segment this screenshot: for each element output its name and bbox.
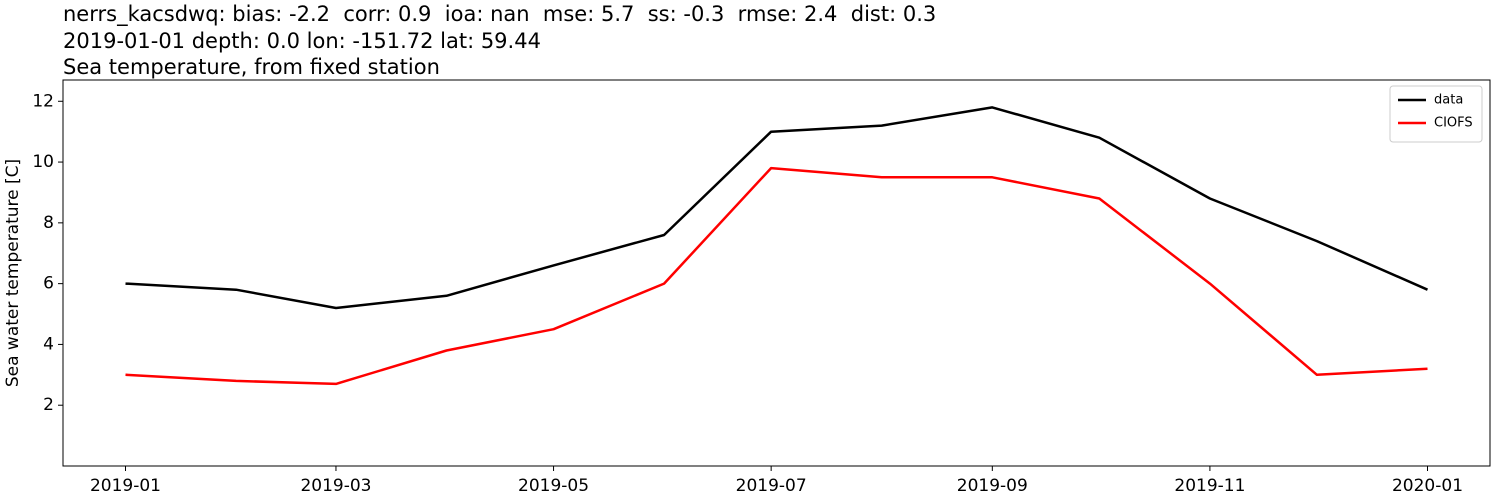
y-axis-label: Sea water temperature [C] (3, 159, 23, 387)
x-tick-label: 2019-09 (957, 476, 1028, 496)
x-tick-label: 2019-11 (1174, 476, 1245, 496)
data-line (125, 166, 1428, 386)
chart-description: Sea temperature, from fixed station (63, 55, 440, 79)
x-tick-label: 2019-01 (90, 476, 161, 496)
y-tick-label: 6 (43, 274, 54, 294)
chart-title: nerrs_kacsdwq: bias: -2.2 corr: 0.9 ioa:… (63, 2, 936, 27)
x-tick-label: 2019-07 (736, 476, 807, 496)
legend-label: data (1434, 93, 1463, 108)
legend-label: CIOFS (1434, 116, 1473, 131)
plot-frame (62, 79, 1491, 467)
x-tick-label: 2019-05 (518, 476, 589, 496)
y-tick-label: 12 (32, 91, 54, 111)
x-tick-label: 2020-01 (1392, 476, 1463, 496)
data-line (125, 106, 1429, 310)
y-tick-label: 8 (43, 213, 54, 233)
chart-subtitle: 2019-01-01 depth: 0.0 lon: -151.72 lat: … (63, 29, 541, 53)
x-tick-label: 2019-03 (300, 476, 371, 496)
y-tick-label: 4 (43, 334, 54, 354)
y-tick-label: 2 (43, 395, 54, 415)
y-tick-label: 10 (32, 152, 54, 172)
